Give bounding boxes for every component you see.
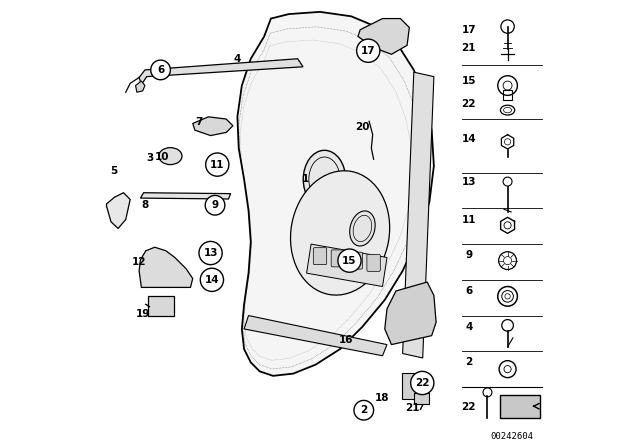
Ellipse shape [349, 211, 375, 246]
Text: 4: 4 [234, 54, 241, 64]
Text: 15: 15 [461, 76, 476, 86]
Text: 22: 22 [415, 378, 429, 388]
Text: 17: 17 [361, 46, 376, 56]
Text: 1: 1 [302, 174, 309, 184]
Text: 00242604: 00242604 [490, 431, 534, 441]
Text: 6: 6 [157, 65, 164, 75]
Polygon shape [193, 117, 233, 136]
FancyBboxPatch shape [314, 248, 326, 265]
Text: 21: 21 [404, 403, 419, 413]
Text: 6: 6 [465, 286, 472, 296]
Circle shape [338, 249, 361, 272]
Text: 9: 9 [465, 250, 472, 260]
Circle shape [411, 371, 434, 395]
Text: 15: 15 [342, 256, 356, 266]
Text: 13: 13 [461, 177, 476, 186]
Text: 14: 14 [205, 275, 220, 285]
Text: 17: 17 [461, 25, 476, 35]
Polygon shape [139, 247, 193, 288]
Text: 20: 20 [356, 122, 370, 132]
Circle shape [205, 195, 225, 215]
Text: 9: 9 [211, 200, 219, 210]
FancyBboxPatch shape [500, 395, 540, 418]
Circle shape [354, 401, 374, 420]
Text: 18: 18 [374, 393, 389, 403]
Polygon shape [136, 81, 145, 92]
Polygon shape [403, 72, 434, 358]
Text: 11: 11 [461, 215, 476, 224]
Ellipse shape [303, 151, 346, 208]
Polygon shape [140, 193, 230, 199]
FancyBboxPatch shape [331, 250, 344, 267]
Polygon shape [237, 12, 434, 376]
FancyBboxPatch shape [349, 252, 362, 269]
Text: 16: 16 [339, 335, 353, 345]
Polygon shape [244, 315, 387, 356]
Circle shape [205, 153, 229, 176]
FancyBboxPatch shape [367, 254, 380, 271]
Polygon shape [307, 244, 387, 287]
Text: 13: 13 [204, 248, 218, 258]
FancyBboxPatch shape [148, 296, 174, 315]
Ellipse shape [291, 171, 390, 295]
Polygon shape [385, 282, 436, 345]
Polygon shape [106, 193, 130, 228]
Text: 7: 7 [196, 117, 203, 127]
Circle shape [356, 39, 380, 62]
Polygon shape [358, 18, 410, 54]
Text: 8: 8 [141, 200, 148, 210]
FancyBboxPatch shape [402, 373, 421, 399]
Text: 19: 19 [136, 309, 150, 319]
Text: 2: 2 [360, 405, 367, 415]
Text: 10: 10 [155, 152, 170, 162]
FancyBboxPatch shape [414, 393, 429, 404]
Text: 14: 14 [461, 134, 476, 144]
Text: 3: 3 [147, 153, 154, 163]
Text: 11: 11 [210, 159, 225, 170]
Circle shape [151, 60, 170, 80]
Text: 2: 2 [465, 358, 472, 367]
Text: 21: 21 [461, 43, 476, 52]
Text: 12: 12 [131, 257, 146, 267]
Text: 4: 4 [465, 322, 472, 332]
Text: 22: 22 [461, 402, 476, 412]
Polygon shape [139, 59, 303, 85]
Circle shape [200, 268, 223, 292]
Text: 5: 5 [110, 166, 117, 177]
Ellipse shape [159, 148, 182, 164]
Text: 22: 22 [461, 99, 476, 109]
Circle shape [199, 241, 222, 265]
